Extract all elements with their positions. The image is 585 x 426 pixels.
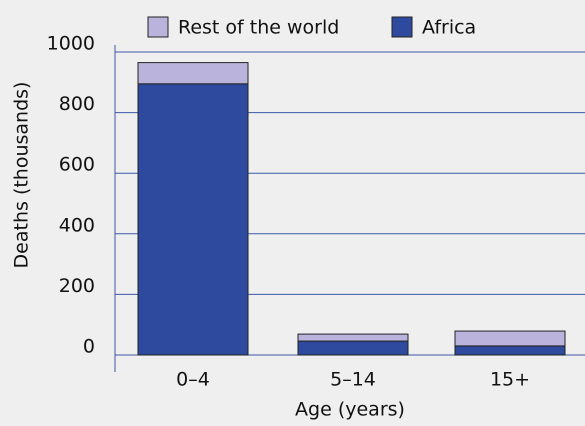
y-tick-label: 0 — [83, 336, 95, 358]
legend-swatch — [391, 16, 413, 38]
y-tick-label: 1000 — [47, 33, 95, 55]
legend-label: Africa — [422, 17, 476, 39]
legend-swatch — [147, 16, 169, 38]
bar-segment — [137, 83, 249, 356]
x-tick-label: 15+ — [490, 369, 530, 391]
bar-segment — [454, 330, 566, 347]
x-tick-label: 5–14 — [330, 369, 376, 391]
bar-segment — [137, 62, 249, 85]
x-tick-label: 0–4 — [176, 369, 210, 391]
y-tick-label: 600 — [59, 154, 95, 176]
bar-segment — [454, 345, 566, 356]
y-tick-label: 200 — [59, 275, 95, 297]
x-axis-label: Age (years) — [295, 399, 405, 421]
bar-segment — [297, 333, 409, 342]
y-tick-label: 800 — [59, 93, 95, 115]
legend-label: Rest of the world — [178, 17, 339, 39]
y-tick-label: 400 — [59, 214, 95, 236]
bar-segment — [297, 340, 409, 356]
y-axis-label: Deaths (thousands) — [11, 82, 33, 269]
